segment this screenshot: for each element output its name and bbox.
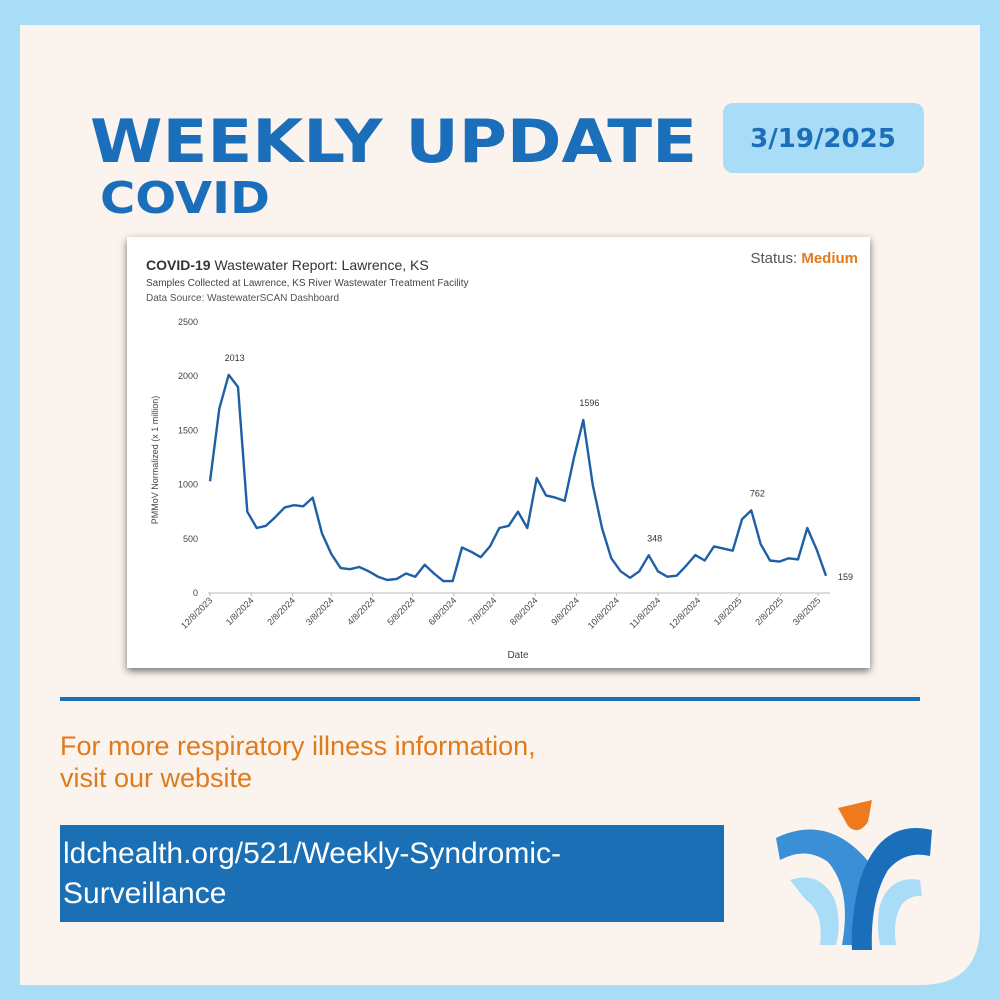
chart-title: COVID-19 Wastewater Report: Lawrence, KS xyxy=(146,257,429,273)
series-line xyxy=(208,373,828,583)
chart-title-rest: Wastewater Report: Lawrence, KS xyxy=(214,257,428,273)
link-line[interactable]: ldchealth.org/521/Weekly-Syndromic- xyxy=(63,837,561,870)
link-line[interactable]: Surveillance xyxy=(63,877,226,910)
y-axis-label: PMMoV Normalized (x 1 million) xyxy=(150,396,160,525)
status-label: Status: xyxy=(750,250,797,267)
logo-head xyxy=(838,800,872,831)
link-box[interactable] xyxy=(60,825,724,922)
date-badge xyxy=(723,103,924,173)
chart-card xyxy=(127,237,870,668)
chart-title-bold: COVID-19 xyxy=(146,257,211,273)
info-line: For more respiratory illness information… xyxy=(60,731,536,761)
logo-arm-left xyxy=(776,829,872,945)
annotation: 2013 xyxy=(225,353,245,363)
y-tick-label: 1500 xyxy=(178,425,198,435)
y-tick-label: 1000 xyxy=(178,480,198,490)
y-tick-label: 2500 xyxy=(178,317,198,327)
chart-source: Data Source: WastewaterSCAN Dashboard xyxy=(146,293,339,304)
logo-arm-right xyxy=(851,828,932,950)
annotation: 348 xyxy=(647,533,662,543)
logo-wave-left xyxy=(790,877,839,945)
date: 3/19/2025 xyxy=(750,124,896,154)
x-axis-label: Date xyxy=(507,650,529,661)
y-tick-label: 500 xyxy=(183,534,198,544)
info-line: visit our website xyxy=(60,763,252,793)
y-tick-label: 0 xyxy=(193,588,198,598)
logo-wave-right xyxy=(878,879,922,945)
status-value: Medium xyxy=(801,250,858,267)
info-text: For more respiratory illness information… xyxy=(60,731,536,793)
link[interactable]: ldchealth.org/521/Weekly-Syndromic- Surve… xyxy=(63,837,561,910)
subheadline: COVID xyxy=(100,173,270,224)
annotation: 762 xyxy=(750,488,765,498)
divider xyxy=(60,697,920,701)
chart-subtitle: Samples Collected at Lawrence, KS River … xyxy=(146,278,469,289)
headline: WEEKLY UPDATE xyxy=(90,107,697,177)
y-tick-label: 2000 xyxy=(178,371,198,381)
logo xyxy=(776,800,932,950)
status: Status: Medium xyxy=(750,250,858,267)
annotation: 159 xyxy=(838,572,853,582)
annotation: 1596 xyxy=(579,398,599,408)
